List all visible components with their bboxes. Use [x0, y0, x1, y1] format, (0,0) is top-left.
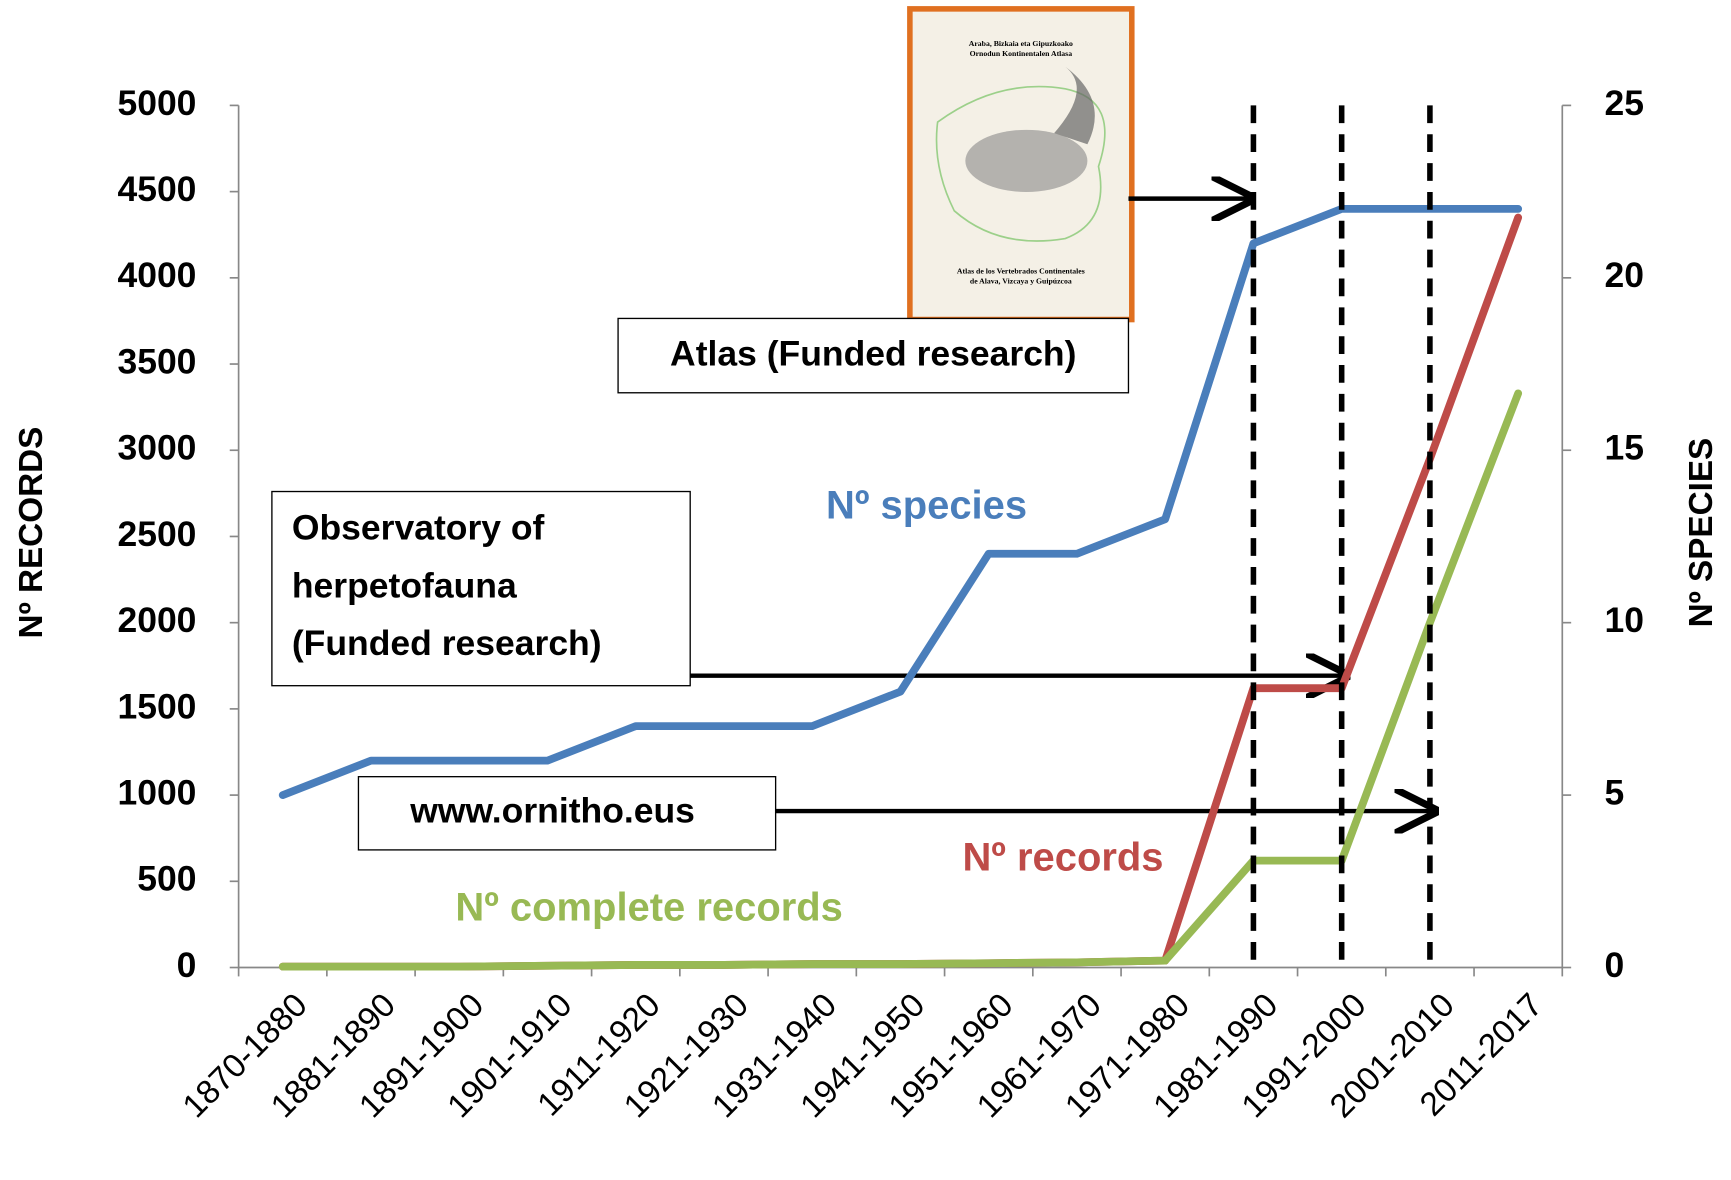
annotation: Atlas (Funded research) — [670, 334, 1076, 374]
book-tail — [1054, 66, 1095, 145]
annotation: Observatory of — [292, 508, 545, 548]
series-label: Nº complete records — [455, 885, 842, 929]
y-tick-label: 1000 — [117, 772, 196, 812]
book-subtitle: Atlas de los Vertebrados Continentales — [957, 267, 1085, 276]
series-label: Nº records — [962, 835, 1163, 879]
book-cover — [907, 6, 1135, 323]
book-map — [935, 85, 1106, 242]
y-tick-label: 1500 — [117, 686, 196, 726]
y2-axis-title: Nº SPECIES — [1683, 438, 1720, 628]
book-title: Araba, Bizkaia eta Gipuzkoako — [969, 39, 1073, 48]
series-label: Nº species — [826, 484, 1027, 528]
y-tick-label: 3000 — [117, 428, 196, 468]
y2-tick-label: 15 — [1604, 428, 1644, 468]
annotation: www.ornitho.eus — [409, 791, 695, 831]
y2-tick-label: 5 — [1604, 772, 1624, 812]
annotation: (Funded research) — [292, 623, 602, 663]
annotation: herpetofauna — [292, 565, 517, 605]
y-axis-title: Nº RECORDS — [13, 427, 50, 639]
y-tick-label: 2500 — [117, 514, 196, 554]
series-line — [278, 389, 1523, 971]
book-title: Ornodun Kontinentalen Atlasa — [970, 49, 1073, 58]
y2-tick-label: 0 — [1604, 945, 1624, 985]
y-tick-label: 2000 — [117, 600, 196, 640]
book-subtitle: de Alava, Vizcaya y Guipúzcoa — [970, 277, 1072, 286]
y2-tick-label: 25 — [1604, 83, 1644, 123]
y2-tick-label: 20 — [1604, 255, 1644, 295]
atlas-box — [617, 317, 1130, 394]
y-tick-label: 4500 — [117, 169, 196, 209]
y-tick-label: 5000 — [117, 83, 196, 123]
y2-tick-label: 10 — [1604, 600, 1644, 640]
y-tick-label: 4000 — [117, 255, 196, 295]
book-squirrel — [965, 129, 1088, 192]
ornitho-box — [357, 776, 777, 851]
series-line — [278, 204, 1523, 799]
y-tick-label: 3500 — [117, 341, 196, 381]
observatory-box — [271, 490, 691, 687]
y-tick-label: 0 — [177, 945, 197, 985]
y-tick-label: 500 — [137, 859, 196, 899]
